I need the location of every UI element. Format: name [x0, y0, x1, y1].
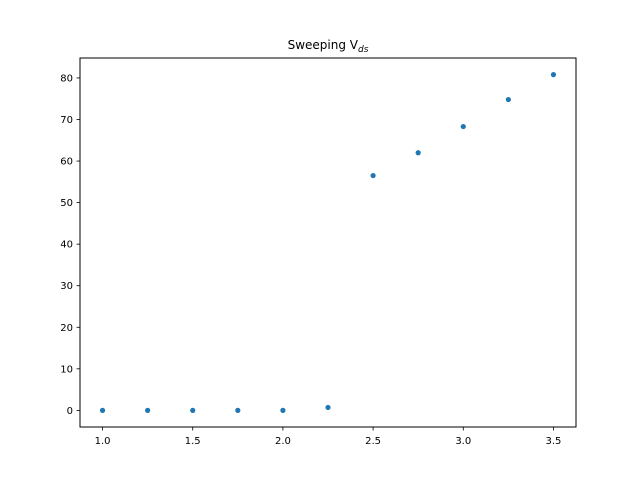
x-tick-label: 1.5 [185, 436, 201, 447]
data-point [505, 96, 511, 103]
data-points [99, 72, 557, 413]
data-point [145, 407, 151, 413]
y-tick-label: 60 [60, 157, 73, 168]
data-point [460, 123, 466, 130]
y-axis: 0 10 20 30 40 50 60 70 80 [60, 73, 80, 417]
y-tick-label: 20 [60, 323, 73, 334]
y-tick-label: 80 [60, 73, 73, 84]
chart-title-main: Sweeping V [288, 38, 359, 52]
y-tick-label: 70 [60, 115, 73, 126]
plot-area-frame [79, 57, 577, 428]
x-tick-label: 2.5 [365, 436, 381, 447]
y-tick-label: 0 [67, 406, 73, 417]
chart-title-subscript: ds [358, 45, 369, 55]
y-tick-label: 30 [60, 281, 73, 292]
data-point [190, 407, 196, 413]
data-point [370, 172, 376, 179]
data-point [280, 407, 286, 413]
data-point [99, 407, 106, 413]
x-tick-label: 3.0 [455, 436, 471, 447]
y-tick-label: 50 [60, 198, 73, 209]
data-point [325, 404, 331, 411]
x-tick-label: 2.0 [275, 436, 291, 447]
data-point [235, 407, 241, 413]
chart-title: Sweeping Vds [288, 38, 369, 55]
x-tick-label: 3.5 [546, 436, 562, 447]
data-point [415, 150, 421, 156]
data-point [550, 72, 557, 78]
x-axis: 1.0 1.5 2.0 2.5 3.0 3.5 [95, 427, 562, 447]
x-tick-label: 1.0 [95, 436, 111, 447]
y-tick-label: 10 [60, 364, 73, 375]
y-tick-label: 40 [60, 240, 73, 251]
